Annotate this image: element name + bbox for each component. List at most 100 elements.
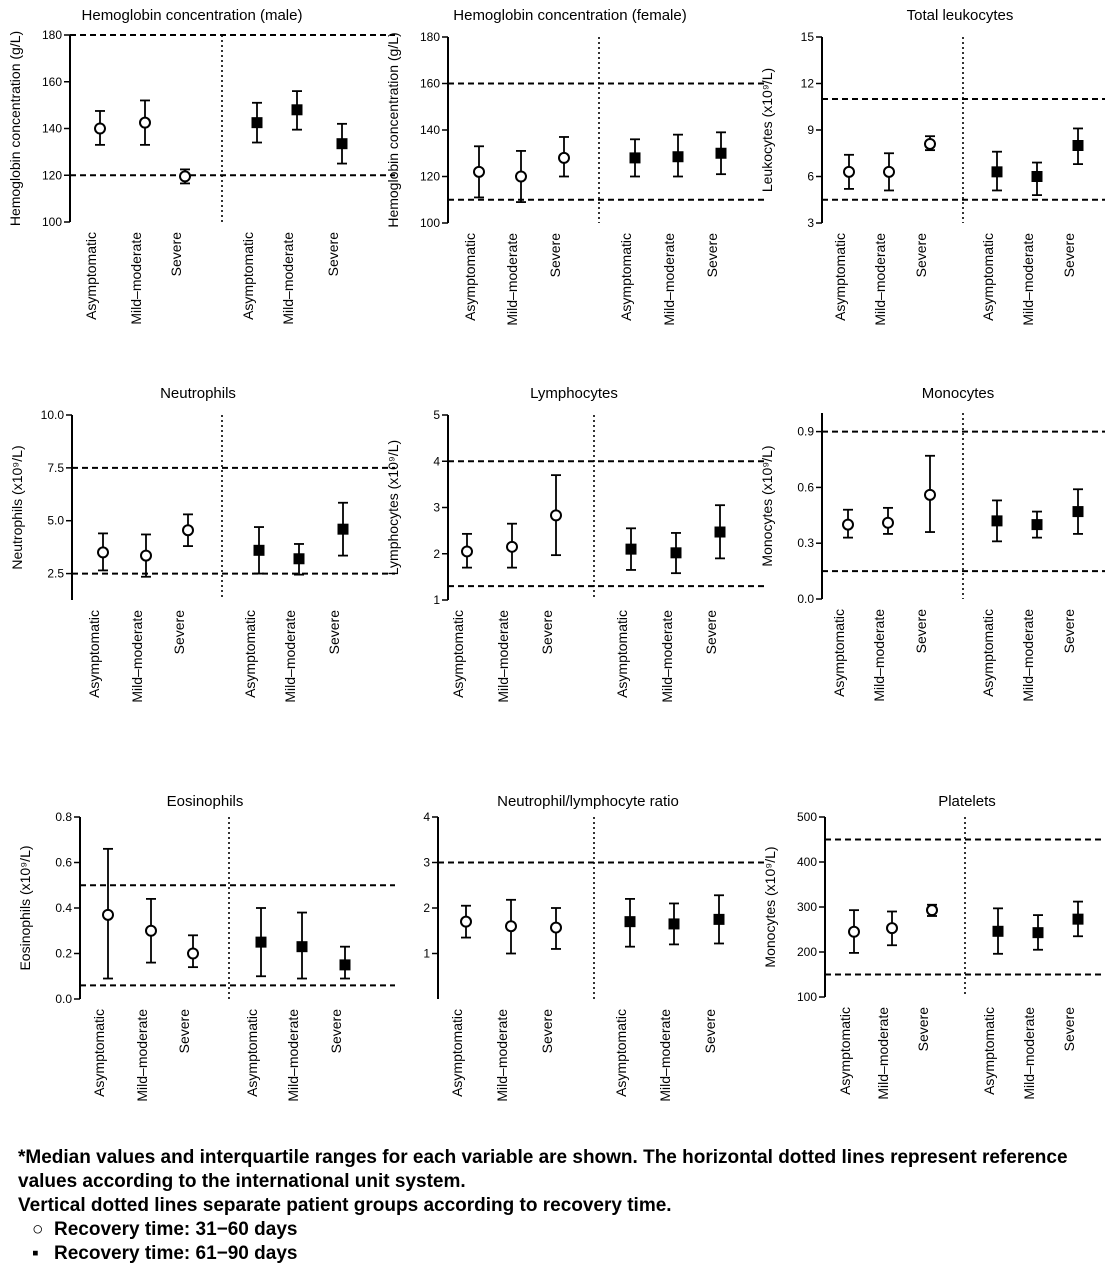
x-category-label: Asymptomatic: [980, 609, 996, 697]
x-category-label: Mild–moderate: [657, 1009, 673, 1102]
y-tick-label: 0.9: [797, 425, 814, 439]
x-category-label: Mild–moderate: [494, 1009, 510, 1102]
x-category-label: Severe: [915, 1007, 931, 1052]
y-tick-label: 100: [420, 216, 440, 230]
median-point-open: [505, 920, 517, 933]
median-point-open: [102, 908, 114, 921]
y-tick-label: 120: [42, 168, 62, 182]
x-category-label: Mild–moderate: [871, 609, 887, 702]
x-category-label: Severe: [326, 610, 342, 655]
x-category-label: Asymptomatic: [837, 1007, 853, 1095]
x-category-label: Mild–moderate: [661, 233, 677, 326]
chart-panel: Eosinophils 0.0 0.2 0.4 0.6 0.8 Eosinophils (x…: [17, 793, 395, 1102]
x-category-label: Asymptomatic: [832, 233, 848, 321]
y-tick-label: 3: [423, 856, 430, 870]
median-point-filled: [339, 959, 351, 971]
y-tick-label: 12: [801, 77, 815, 91]
y-tick-label: 10.0: [41, 408, 65, 422]
chart-panel: Hemoglobin concentration (male) 100 120 140…: [7, 7, 395, 325]
y-tick-label: 0.4: [55, 901, 72, 915]
median-point-filled: [296, 941, 308, 953]
median-point-filled: [629, 152, 641, 164]
median-point-filled: [1031, 519, 1043, 531]
median-point-filled: [1031, 171, 1043, 182]
chart-title: Hemoglobin concentration (male): [82, 7, 303, 24]
median-point-filled: [337, 523, 349, 535]
median-point-filled: [670, 547, 682, 559]
median-point-filled: [1032, 927, 1044, 939]
footnote-line-2: Vertical dotted lines separate patient g…: [18, 1195, 672, 1216]
x-category-label: Asymptomatic: [449, 1009, 465, 1097]
y-axis-label: Hemoglobin concentration (g/L): [385, 32, 401, 227]
charts-svg: Hemoglobin concentration (male) 100 120 140…: [7, 7, 1105, 1102]
y-tick-label: 3: [807, 216, 814, 230]
median-point-open: [926, 904, 938, 917]
y-tick-label: 1: [423, 947, 430, 961]
median-point-filled: [715, 147, 727, 159]
median-point-open: [460, 915, 472, 928]
y-tick-label: 0.0: [55, 992, 72, 1006]
chart-panel: Neutrophil/lymphocyte ratio 1 2 3 4 Asymptoma…: [423, 793, 765, 1102]
median-point-open: [843, 165, 855, 178]
x-category-label: Asymptomatic: [244, 1009, 260, 1097]
median-point-filled: [293, 553, 305, 565]
y-axis-label: Lymphocytes (x10⁹/L): [385, 440, 401, 575]
chart-panel: Neutrophils 2.5 5.0 7.5 10.0 Neutrophils (x10…: [9, 385, 395, 703]
x-category-label: Severe: [547, 233, 563, 278]
median-point-filled: [991, 515, 1003, 527]
x-category-label: Mild–moderate: [282, 610, 298, 703]
y-tick-label: 6: [807, 170, 814, 184]
x-category-label: Asymptomatic: [981, 1007, 997, 1095]
x-category-label: Asymptomatic: [462, 233, 478, 321]
chart-panel: Monocytes 0.0 0.3 0.6 0.9 Monocytes (x10⁹/L) A…: [759, 385, 1105, 702]
chart-title: Hemoglobin concentration (female): [453, 7, 686, 24]
median-point-filled: [253, 544, 265, 556]
legend-item-recovery-61-90: ▪ Recovery time: 61−90 days: [32, 1242, 1098, 1266]
chart-title: Monocytes: [922, 385, 995, 402]
median-point-filled: [624, 916, 636, 928]
footnote-line-1: *Median values and interquartile ranges …: [18, 1147, 1068, 1192]
median-point-open: [550, 509, 562, 522]
median-point-open: [182, 524, 194, 537]
median-point-filled: [991, 166, 1003, 178]
y-axis-label: Monocytes (x10⁹/L): [762, 846, 778, 967]
x-category-label: Asymptomatic: [980, 233, 996, 321]
x-category-label: Severe: [539, 1009, 555, 1054]
median-point-open: [179, 170, 191, 183]
median-point-open: [139, 116, 151, 129]
y-tick-label: 0.3: [797, 536, 814, 550]
median-point-filled: [1072, 913, 1084, 925]
y-tick-label: 140: [420, 123, 440, 137]
legend-label: Recovery time: 61−90 days: [54, 1243, 298, 1264]
median-point-open: [848, 925, 860, 938]
chart-title: Neutrophils: [160, 385, 236, 402]
chart-title: Neutrophil/lymphocyte ratio: [497, 793, 679, 810]
x-category-label: Severe: [913, 609, 929, 654]
x-category-label: Severe: [704, 233, 720, 278]
x-category-label: Mild–moderate: [129, 610, 145, 703]
chart-panel: Lymphocytes 1 2 3 4 5 Lymphocytes (x10⁹/L) Asym…: [385, 385, 765, 703]
median-point-filled: [713, 913, 725, 925]
x-category-label: Severe: [168, 232, 184, 277]
y-axis-label: Hemoglobin concentration (g/L): [7, 31, 23, 226]
x-category-label: Mild–moderate: [504, 233, 520, 326]
x-category-label: Severe: [1061, 1007, 1077, 1052]
open-circle-icon: ○: [32, 1219, 44, 1240]
chart-panel: Hemoglobin concentration (female) 100 120 1…: [385, 7, 765, 326]
y-tick-label: 0.0: [797, 592, 814, 606]
median-point-open: [550, 921, 562, 934]
median-point-open: [140, 549, 152, 562]
x-category-label: Asymptomatic: [242, 610, 258, 698]
median-point-open: [506, 540, 518, 553]
x-category-label: Mild–moderate: [134, 1009, 150, 1102]
x-category-label: Asymptomatic: [83, 232, 99, 320]
y-tick-label: 5.0: [47, 514, 64, 528]
x-category-label: Asymptomatic: [831, 609, 847, 697]
y-tick-label: 9: [807, 123, 814, 137]
y-tick-label: 0.8: [55, 810, 72, 824]
footnote: *Median values and interquartile ranges …: [18, 1146, 1098, 1266]
median-point-open: [187, 947, 199, 960]
y-tick-label: 7.5: [47, 461, 64, 475]
y-axis-label: Monocytes (x10⁹/L): [759, 445, 775, 566]
x-category-label: Asymptomatic: [614, 610, 630, 698]
